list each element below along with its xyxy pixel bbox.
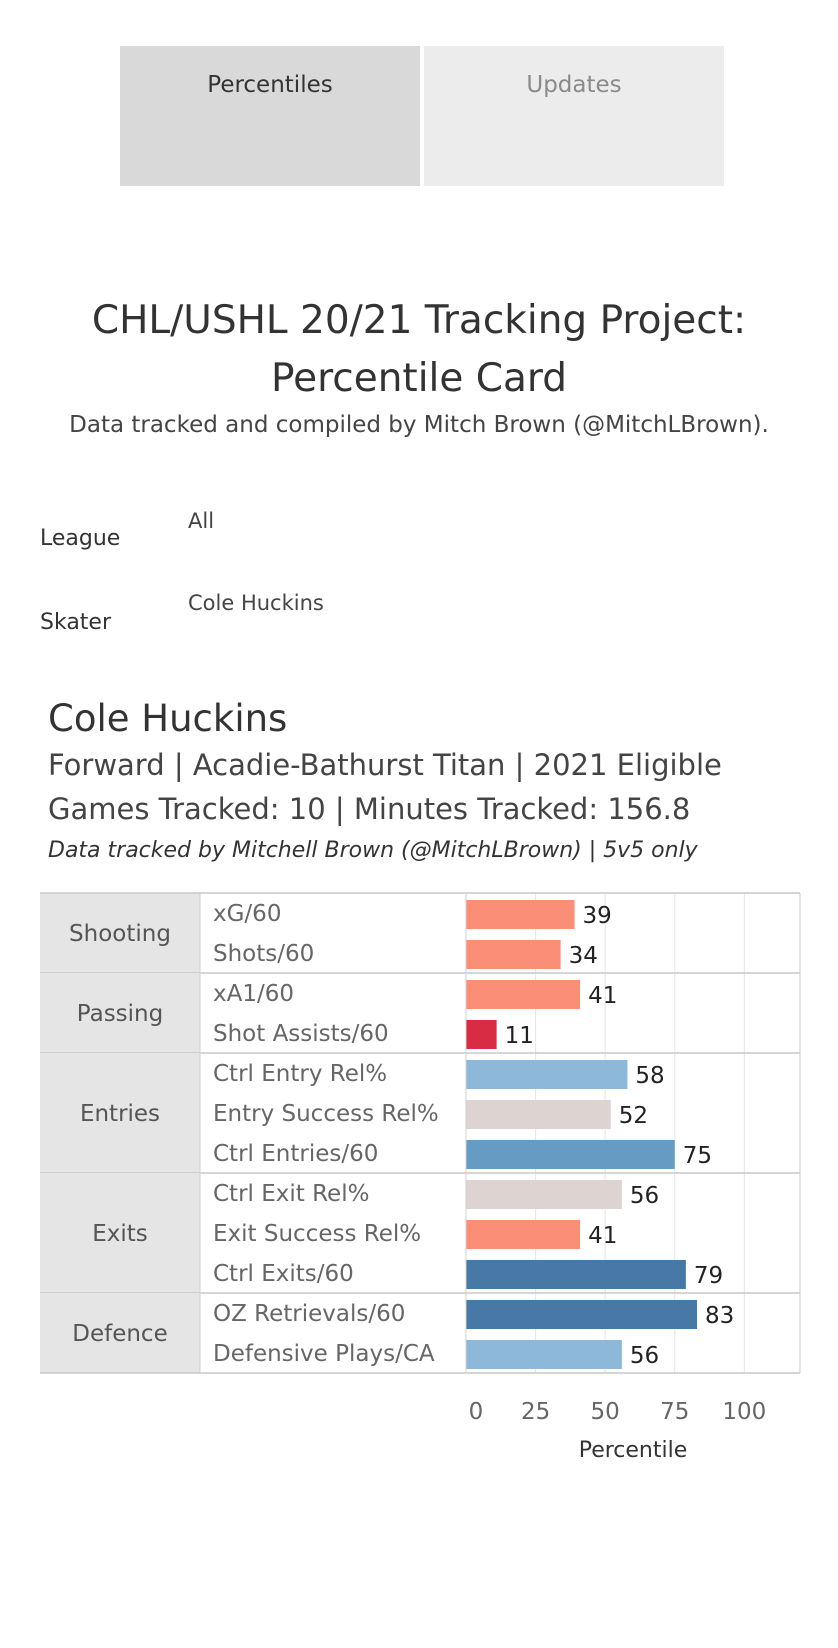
page-subtitle: Data tracked and compiled by Mitch Brown… bbox=[69, 412, 769, 438]
metric-label-0-1: Shots/60 bbox=[213, 941, 314, 967]
group-cell-1 bbox=[40, 973, 200, 1053]
metric-label-3-2: Ctrl Exits/60 bbox=[213, 1261, 354, 1287]
metric-label-1-1: Shot Assists/60 bbox=[213, 1021, 389, 1047]
group-label-1: Passing bbox=[77, 1001, 163, 1027]
skater-filter-value[interactable]: Cole Huckins bbox=[188, 591, 324, 615]
bar-4-0 bbox=[466, 1300, 698, 1329]
group-label-4: Defence bbox=[72, 1321, 167, 1347]
x-tick-label-0: 0 bbox=[469, 1399, 484, 1425]
group-label-0: Shooting bbox=[69, 921, 171, 947]
metric-label-2-0: Ctrl Entry Rel% bbox=[213, 1061, 387, 1087]
bar-4-1 bbox=[466, 1340, 622, 1369]
bar-2-1 bbox=[466, 1100, 611, 1129]
page-title-line1: CHL/USHL 20/21 Tracking Project: bbox=[91, 298, 747, 343]
x-tick-label-3: 75 bbox=[660, 1399, 689, 1425]
page-title-line2: Percentile Card bbox=[270, 356, 568, 401]
bar-3-0 bbox=[466, 1180, 622, 1209]
group-cell-4 bbox=[40, 1293, 200, 1373]
tab-updates[interactable]: Updates bbox=[424, 46, 724, 186]
bar-value-label-0-0: 39 bbox=[583, 903, 612, 929]
group-cell-3 bbox=[40, 1173, 200, 1293]
x-axis-title: Percentile bbox=[578, 1438, 688, 1463]
bar-3-2 bbox=[466, 1260, 686, 1289]
bar-value-label-4-1: 56 bbox=[630, 1343, 659, 1369]
bar-value-label-0-1: 34 bbox=[569, 943, 598, 969]
bar-value-label-1-0: 41 bbox=[588, 983, 617, 1009]
bar-value-label-3-0: 56 bbox=[630, 1183, 659, 1209]
bar-2-0 bbox=[466, 1060, 628, 1089]
metric-label-4-1: Defensive Plays/CA bbox=[213, 1341, 435, 1367]
group-label-3: Exits bbox=[92, 1221, 148, 1247]
player-name: Cole Huckins bbox=[48, 697, 288, 740]
page-title: CHL/USHL 20/21 Tracking Project: Percent… bbox=[0, 292, 838, 408]
bar-1-0 bbox=[466, 980, 581, 1009]
bar-value-label-2-1: 52 bbox=[619, 1103, 648, 1129]
bar-value-label-2-2: 75 bbox=[683, 1143, 712, 1169]
bar-1-1 bbox=[466, 1020, 497, 1049]
group-cell-0 bbox=[40, 893, 200, 973]
bar-value-label-2-0: 58 bbox=[635, 1063, 664, 1089]
metric-label-3-0: Ctrl Exit Rel% bbox=[213, 1181, 369, 1207]
skater-filter-label: Skater bbox=[40, 610, 112, 635]
group-cell-2 bbox=[40, 1053, 200, 1173]
bar-value-label-3-1: 41 bbox=[588, 1223, 617, 1249]
league-filter-value[interactable]: All bbox=[188, 509, 215, 533]
x-tick-label-1: 25 bbox=[521, 1399, 550, 1425]
x-tick-label-4: 100 bbox=[722, 1399, 766, 1425]
bar-0-1 bbox=[466, 940, 561, 969]
metric-label-0-0: xG/60 bbox=[213, 901, 281, 927]
bar-value-label-1-1: 11 bbox=[505, 1023, 534, 1049]
bar-0-0 bbox=[466, 900, 575, 929]
bar-value-label-3-2: 79 bbox=[694, 1263, 723, 1289]
x-tick-label-2: 50 bbox=[591, 1399, 620, 1425]
player-games: Games Tracked: 10 | Minutes Tracked: 156… bbox=[48, 792, 691, 826]
player-info: Forward | Acadie-Bathurst Titan | 2021 E… bbox=[48, 748, 722, 782]
bar-2-2 bbox=[466, 1140, 675, 1169]
metric-label-2-2: Ctrl Entries/60 bbox=[213, 1141, 378, 1167]
tab-updates-label: Updates bbox=[526, 72, 622, 98]
league-filter-label: League bbox=[40, 526, 121, 551]
tab-percentiles-label: Percentiles bbox=[207, 72, 333, 98]
tab-percentiles[interactable]: Percentiles bbox=[120, 46, 420, 186]
metric-label-2-1: Entry Success Rel% bbox=[213, 1101, 439, 1127]
bar-3-1 bbox=[466, 1220, 581, 1249]
bar-value-label-4-0: 83 bbox=[705, 1303, 734, 1329]
group-label-2: Entries bbox=[80, 1101, 160, 1127]
player-note: Data tracked by Mitchell Brown (@MitchLB… bbox=[48, 838, 698, 863]
metric-label-1-0: xA1/60 bbox=[213, 981, 294, 1007]
metric-label-4-0: OZ Retrievals/60 bbox=[213, 1301, 405, 1327]
metric-label-3-1: Exit Success Rel% bbox=[213, 1221, 421, 1247]
